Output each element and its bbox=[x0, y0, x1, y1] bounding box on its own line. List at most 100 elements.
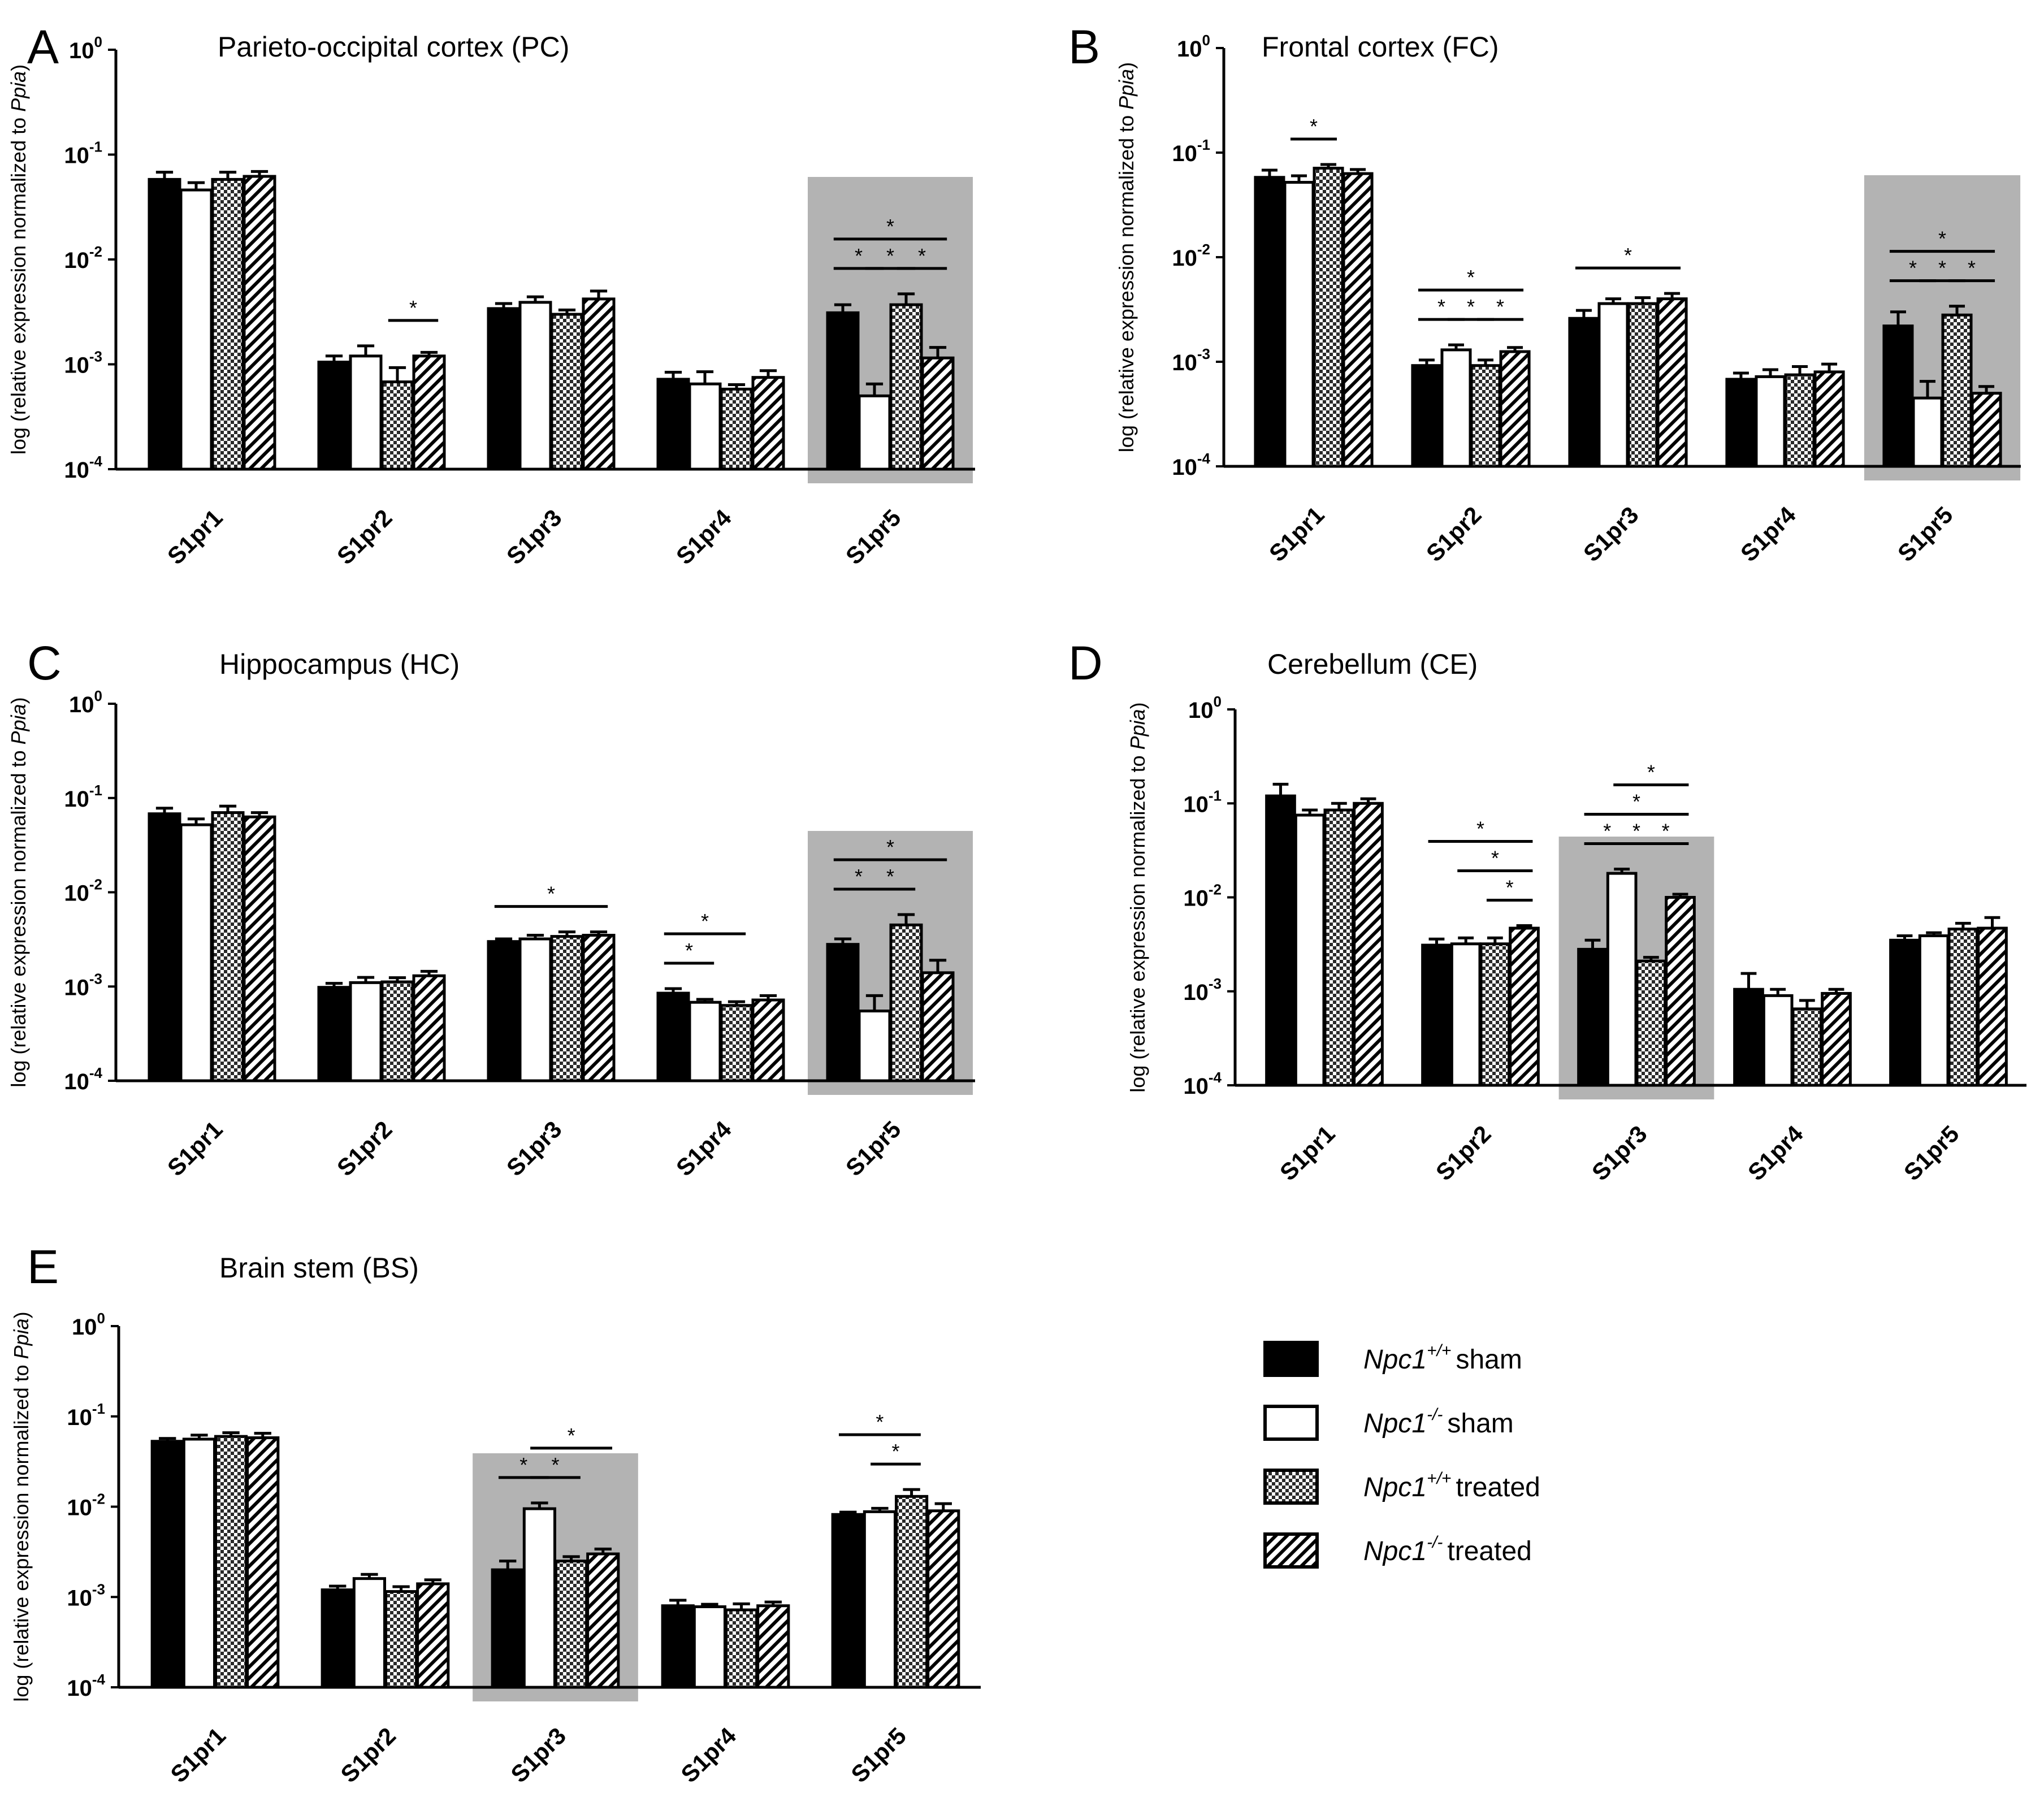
category-label: S1pr5 bbox=[846, 1722, 911, 1788]
bar-npc1-wt-sham bbox=[150, 1440, 184, 1689]
bar-npc1-wt-treated bbox=[211, 177, 245, 471]
category-label: S1pr4 bbox=[671, 504, 737, 569]
y-tick-base: 10 bbox=[1183, 980, 1209, 1005]
y-tick-exponent: -1 bbox=[1197, 136, 1210, 153]
panel-title: Cerebellum (CE) bbox=[1267, 648, 1478, 680]
significance-star: * bbox=[891, 1440, 899, 1463]
y-tick-base: 10 bbox=[64, 353, 89, 378]
bar-npc1-ko-treated bbox=[1813, 370, 1845, 468]
panel-a: A Parieto-occipital cortex (PC)10010-110-… bbox=[7, 20, 975, 570]
legend-genotype: -/- bbox=[1427, 1405, 1443, 1424]
y-tick-exponent: -3 bbox=[89, 348, 102, 365]
significance-star: * bbox=[1624, 244, 1632, 267]
significance-star: * bbox=[547, 882, 555, 906]
bar-npc1-wt-treated bbox=[1479, 942, 1511, 1087]
panel-letter: A bbox=[27, 20, 59, 73]
bar-npc1-ko-sham bbox=[522, 1507, 557, 1689]
bar-npc1-ko-sham bbox=[1912, 396, 1943, 468]
y-tick-base: 10 bbox=[64, 1069, 89, 1094]
bar-npc1-wt-treated bbox=[214, 1435, 248, 1689]
y-tick-exponent: -3 bbox=[1209, 975, 1222, 992]
y-axis-label-italic: Ppia bbox=[7, 704, 30, 744]
legend-genotype: -/- bbox=[1427, 1533, 1443, 1552]
category-label: S1pr5 bbox=[1899, 1120, 1964, 1186]
category-label: S1pr3 bbox=[505, 1722, 571, 1788]
bar-npc1-wt-treated bbox=[1627, 302, 1658, 468]
legend-label-npc1-ko-sham: Npc1-/- sham bbox=[1363, 1405, 1514, 1439]
legend-label-npc1-ko-treated: Npc1-/- treated bbox=[1363, 1533, 1532, 1566]
y-tick-base: 10 bbox=[67, 1586, 92, 1610]
bar-npc1-wt-treated bbox=[1470, 364, 1501, 468]
significance-star: * bbox=[701, 910, 709, 933]
category-label: S1pr2 bbox=[1431, 1120, 1496, 1186]
panel-title: Parieto-occipital cortex (PC) bbox=[218, 31, 569, 63]
y-axis-label-italic: Ppia bbox=[1126, 709, 1149, 750]
significance-star: * bbox=[1476, 817, 1484, 841]
bar-npc1-ko-sham bbox=[1918, 934, 1950, 1087]
y-tick-label: 100 bbox=[69, 687, 102, 717]
category-label: S1pr4 bbox=[675, 1722, 741, 1787]
bar-npc1-ko-sham bbox=[1762, 994, 1794, 1087]
legend-swatch-npc1-ko-sham bbox=[1263, 1405, 1319, 1441]
significance-star: * bbox=[1662, 819, 1670, 842]
significance-star: * bbox=[1467, 295, 1475, 318]
y-axis-label-italic: Ppia bbox=[7, 71, 30, 112]
y-tick-exponent: -3 bbox=[1197, 345, 1210, 362]
y-tick-exponent: 0 bbox=[1214, 693, 1222, 710]
y-tick-base: 10 bbox=[1177, 37, 1202, 62]
bar-npc1-wt-sham bbox=[487, 940, 521, 1082]
category-label: S1pr4 bbox=[1743, 1120, 1808, 1185]
significance-star: * bbox=[1491, 847, 1499, 870]
bar-npc1-ko-sham bbox=[182, 1437, 216, 1689]
y-tick-exponent: 0 bbox=[1202, 32, 1210, 49]
significance-star: * bbox=[685, 939, 693, 962]
panel-letter: C bbox=[27, 636, 62, 690]
y-tick-exponent: -4 bbox=[89, 1064, 103, 1081]
y-axis-label-prefix: log (relative expression normalized to bbox=[10, 1359, 33, 1701]
category-label: S1pr3 bbox=[501, 1116, 567, 1181]
bar-npc1-ko-treated bbox=[586, 1552, 620, 1689]
y-tick-label: 10-2 bbox=[67, 1491, 105, 1521]
bar-npc1-ko-sham bbox=[688, 382, 722, 471]
y-tick-label: 10-4 bbox=[1183, 1069, 1222, 1099]
y-tick-label: 10-4 bbox=[1172, 450, 1210, 480]
bar-npc1-wt-treated bbox=[889, 923, 923, 1082]
significance-star: * bbox=[1647, 760, 1655, 783]
significance-star: * bbox=[855, 244, 863, 267]
y-tick-base: 10 bbox=[64, 248, 89, 273]
category-label: S1pr2 bbox=[332, 1116, 397, 1181]
y-tick-label: 10-3 bbox=[67, 1580, 105, 1610]
y-axis-label-prefix: log (relative expression normalized to bbox=[1126, 750, 1149, 1092]
y-tick-exponent: -2 bbox=[1209, 881, 1222, 898]
bar-npc1-wt-sham bbox=[826, 311, 860, 471]
y-tick-label: 10-2 bbox=[64, 243, 102, 273]
bar-npc1-ko-sham bbox=[1606, 872, 1638, 1087]
bar-npc1-wt-treated bbox=[550, 313, 584, 471]
legend-gene: Npc1 bbox=[1363, 1536, 1427, 1566]
bar-npc1-wt-sham bbox=[1411, 364, 1443, 468]
bar-npc1-ko-sham bbox=[518, 301, 552, 471]
bar-npc1-ko-sham bbox=[352, 1577, 387, 1689]
bar-npc1-ko-treated bbox=[1821, 991, 1852, 1087]
y-tick-exponent: 0 bbox=[94, 33, 102, 50]
y-axis-label-suffix: ) bbox=[1126, 702, 1149, 709]
legend-gene: Npc1 bbox=[1363, 1409, 1427, 1439]
y-tick-base: 10 bbox=[72, 1315, 97, 1340]
bar-npc1-wt-sham bbox=[1882, 324, 1914, 468]
category-label: S1pr5 bbox=[841, 1116, 906, 1181]
legend-condition: sham bbox=[1456, 1345, 1522, 1375]
y-axis-label: log (relative expression normalized to P… bbox=[1126, 702, 1149, 1092]
y-tick-exponent: -3 bbox=[92, 1580, 105, 1597]
legend-label-npc1-wt-treated: Npc1+/+ treated bbox=[1363, 1469, 1540, 1502]
significance-star: * bbox=[886, 835, 894, 859]
bar-npc1-wt-sham bbox=[317, 361, 351, 471]
category-label: S1pr5 bbox=[1893, 501, 1958, 567]
bar-npc1-ko-sham bbox=[518, 937, 552, 1082]
significance-star: * bbox=[886, 215, 894, 238]
y-tick-exponent: -1 bbox=[1209, 787, 1222, 804]
bar-npc1-wt-sham bbox=[1568, 317, 1600, 468]
significance-star: * bbox=[1496, 295, 1504, 318]
y-tick-base: 10 bbox=[64, 881, 89, 906]
